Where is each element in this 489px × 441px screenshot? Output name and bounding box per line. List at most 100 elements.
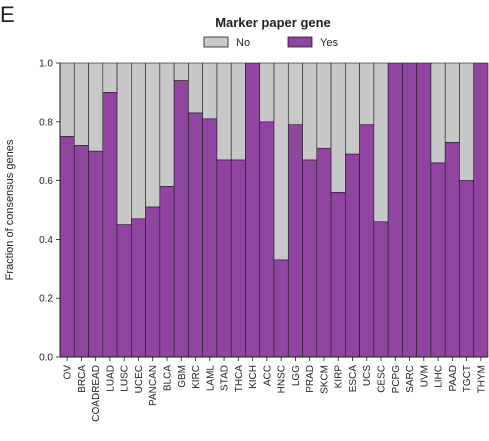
bar-yes-brca [73,145,89,358]
bar-yes-paad [444,142,460,358]
bar-yes-luad [102,92,118,358]
x-tick-label-tgct: TGCT [462,365,473,392]
x-tick-label-cesc: CESC [377,365,388,393]
bar-yes-acc [259,121,275,358]
bar-yes-kich [245,62,261,358]
x-tick-label-kich: KICH [248,365,259,389]
x-tick-label-thca: THCA [234,365,245,393]
x-tick-label-skcm: SKCM [319,365,330,394]
x-tick-label-brca: BRCA [77,365,88,393]
bar-no-thca [230,62,246,161]
bar-yes-lihc [430,162,446,358]
x-tick-label-sarc: SARC [405,365,416,393]
bar-no-blca [159,62,175,187]
x-tick-label-lusc: LUSC [120,365,131,392]
bar-no-tgct [459,62,475,181]
bar-yes-tgct [459,180,475,358]
x-tick-label-luad: LUAD [105,365,116,392]
bar-yes-hnsc [273,259,289,358]
bar-no-acc [259,62,275,123]
x-tick-label-prad: PRAD [305,365,316,393]
plot-area: OV BRCA COADREAD LUAD LUSC UCEC PANCAN BLCA GBM K… [39,59,489,422]
bar-no-stad [216,62,232,161]
bar-no-pancan [145,62,161,208]
bar-yes-kirp [330,192,346,358]
bar-no-brca [73,62,89,146]
x-tick-label-thym: THYM [476,365,487,393]
bar-no-lihc [430,62,446,164]
x-tick-label-acc: ACC [262,365,273,386]
x-tick-label-kirc: KIRC [191,365,202,389]
bar-no-kirp [330,62,346,193]
x-tick-label-stad: STAD [220,365,231,391]
x-tick-label-kirp: KIRP [334,365,345,389]
x-tick-label-lgg: LGG [291,365,302,386]
y-tick-label: 0.2 [39,294,53,305]
bar-yes-pcpg [387,62,403,358]
x-tick-label-lihc: LIHC [434,365,445,388]
bar-no-cesc [373,62,389,223]
bar-no-coadread [88,62,104,152]
y-axis-title: Fraction of consensus genes [4,139,16,280]
bar-no-gbm [173,62,189,81]
bar-no-kirc [188,62,203,114]
bar-no-prad [302,62,318,161]
bar-no-skcm [316,62,332,149]
bar-yes-cesc [373,221,389,358]
x-tick-label-pancan: PANCAN [148,365,159,406]
bar-yes-kirc [188,112,203,358]
bar-yes-thca [230,159,246,358]
bar-yes-sarc [402,62,417,358]
bar-no-hnsc [273,62,289,261]
bar-no-ov [59,62,75,137]
x-tick-label-paad: PAAD [448,365,459,392]
bar-yes-blca [159,186,175,358]
y-tick-label: 1.0 [39,59,53,70]
y-tick-label: 0.0 [39,353,53,364]
bar-yes-skcm [316,147,332,358]
bar-no-esca [345,62,360,155]
panel-letter: E [0,2,15,27]
x-tick-label-ucs: UCS [362,365,373,386]
bar-no-paad [444,62,460,143]
x-tick-label-pcpg: PCPG [391,365,402,394]
x-tick-label-gbm: GBM [177,365,188,388]
bar-yes-ov [59,136,75,358]
bar-yes-ucec [131,218,146,358]
bar-no-lgg [287,62,303,126]
bar-yes-lgg [287,124,303,358]
x-tick-label-ov: OV [63,365,74,380]
bar-no-laml [202,62,218,120]
legend-swatch-no [203,36,229,48]
legend-title: Marker paper gene [215,15,331,30]
bar-no-ucs [359,62,375,126]
bar-no-ucec [131,62,146,220]
legend-swatch-yes [287,36,313,48]
bar-yes-uvm [416,62,432,358]
y-tick-label: 0.8 [39,117,53,128]
bar-yes-ucs [359,124,375,358]
legend-label-yes: Yes [320,37,338,49]
bar-yes-lusc [116,224,132,358]
x-tick-label-hnsc: HNSC [277,365,288,393]
bar-no-luad [102,62,118,93]
bar-yes-coadread [88,150,104,358]
bar-yes-stad [216,159,232,358]
x-tick-label-laml: LAML [205,365,216,392]
bar-yes-prad [302,159,318,358]
x-tick-label-coadread: COADREAD [91,365,102,422]
y-tick-label: 0.4 [39,235,53,246]
bar-yes-gbm [173,80,189,358]
x-tick-label-blca: BLCA [163,365,174,391]
x-tick-label-uvm: UVM [419,365,430,387]
bar-no-lusc [116,62,132,225]
y-tick-label: 0.6 [39,176,53,187]
x-tick-label-esca: ESCA [348,365,359,393]
legend: Marker paper gene No Yes [203,15,338,49]
x-tick-label-ucec: UCEC [134,365,145,393]
legend-label-no: No [236,37,250,49]
bar-yes-pancan [145,206,161,358]
bar-yes-esca [345,153,360,358]
bar-yes-laml [202,118,218,358]
